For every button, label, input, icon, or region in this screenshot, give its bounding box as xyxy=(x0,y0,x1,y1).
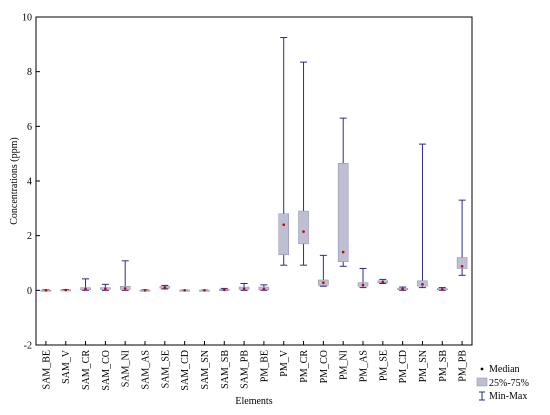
x-axis-title: Elements xyxy=(235,396,272,407)
box-pm-ni xyxy=(337,117,349,267)
median-point xyxy=(84,287,87,291)
y-axis: -2 0 2 4 6 8 10 xyxy=(22,13,40,352)
median-point xyxy=(302,230,305,233)
x-tick-label: SAM_BE xyxy=(41,350,52,389)
median-point xyxy=(242,287,246,290)
y-tick-label: 6 xyxy=(27,122,32,133)
y-tick-label: 0 xyxy=(27,286,32,297)
x-tick-label: PM_V xyxy=(279,349,290,376)
x-tick-label: PM_CR xyxy=(299,350,310,383)
legend: Median 25%-75% Min-Max xyxy=(476,364,529,402)
box-pm-as xyxy=(357,267,369,289)
box-sam-cd xyxy=(179,289,190,292)
legend-box-label: 25%-75% xyxy=(489,378,529,389)
y-axis-title: Concentrations (ppm) xyxy=(9,137,20,224)
box-pm-cd xyxy=(397,286,408,291)
median-point xyxy=(44,289,48,292)
y-tick-label: 10 xyxy=(22,13,32,24)
x-tick-label: PM_AS xyxy=(359,350,370,382)
median-point xyxy=(262,287,266,291)
iqr-box xyxy=(278,213,289,256)
median-point xyxy=(440,287,444,291)
median-point xyxy=(460,264,464,268)
median-point xyxy=(183,289,186,292)
y-tick-label: 2 xyxy=(27,231,32,242)
median-point xyxy=(143,289,147,292)
median-point xyxy=(163,286,167,289)
y-tick-label: 4 xyxy=(27,177,32,188)
iqr-box xyxy=(337,162,349,262)
y-tick-label: -2 xyxy=(24,341,32,352)
box-pm-pb xyxy=(456,199,468,276)
x-tick-label: SAM_SN xyxy=(200,350,211,389)
box-pm-co xyxy=(318,254,329,287)
median-point xyxy=(401,287,404,291)
x-tick-label: PM_BE xyxy=(259,350,270,382)
box-pm-sb xyxy=(437,287,448,291)
x-tick-label: SAM_AS xyxy=(141,350,152,389)
median-point xyxy=(282,223,286,227)
x-tick-label: PM_CD xyxy=(398,350,409,383)
x-tick-label: SAM_PB xyxy=(240,350,251,389)
y-tick-label: 8 xyxy=(27,67,32,78)
x-tick-label: PM_PB xyxy=(458,350,469,382)
box-series xyxy=(40,37,468,292)
x-tick-label: PM_CO xyxy=(319,350,330,383)
box-sam-sb xyxy=(219,287,230,292)
box-sam-co xyxy=(100,283,111,291)
median-point xyxy=(361,283,365,287)
x-tick-label: SAM_CO xyxy=(101,350,112,391)
box-sam-pb xyxy=(238,283,250,291)
box-pm-v xyxy=(278,37,289,266)
x-tick-label: SAM_SE xyxy=(160,350,171,388)
median-point xyxy=(123,287,127,290)
box-sam-se xyxy=(159,284,171,290)
iqr-box xyxy=(456,257,468,269)
x-axis: SAM_BE SAM_V SAM_CR SAM_CO SAM_NI SAM_AS SAM_S… xyxy=(41,341,469,391)
x-tick-label: SAM_CD xyxy=(180,350,191,391)
box-sam-be xyxy=(40,289,52,292)
median-point xyxy=(222,288,226,292)
legend-whisker-label: Min-Max xyxy=(489,391,527,402)
median-point xyxy=(64,288,68,292)
box-sam-ni xyxy=(119,260,131,291)
median-point xyxy=(421,283,424,286)
box-sam-v xyxy=(60,288,71,292)
x-tick-label: PM_SB xyxy=(438,350,449,382)
x-tick-label: SAM_CR xyxy=(81,350,92,390)
box-pm-sn xyxy=(417,143,428,289)
x-tick-label: SAM_V xyxy=(61,349,72,384)
box-pm-be xyxy=(258,284,270,291)
median-point xyxy=(322,281,325,284)
box-pm-se xyxy=(377,278,389,284)
box-pm-cr xyxy=(298,61,309,266)
legend-whisker-swatch xyxy=(479,391,485,401)
iqr-box xyxy=(298,210,309,245)
box-sam-as xyxy=(139,289,151,292)
x-tick-label: PM_SE xyxy=(378,350,389,381)
x-tick-label: SAM_NI xyxy=(121,350,132,387)
plot-frame xyxy=(35,16,473,346)
x-tick-label: SAM_SB xyxy=(220,350,231,389)
legend-median-label: Median xyxy=(489,364,520,375)
x-tick-label: PM_NI xyxy=(339,350,350,380)
median-point xyxy=(381,280,385,284)
median-point xyxy=(341,250,345,254)
box-sam-cr xyxy=(80,278,91,291)
legend-median-marker xyxy=(480,367,484,371)
legend-box-swatch xyxy=(476,377,488,387)
median-point xyxy=(104,287,107,290)
box-sam-sn xyxy=(199,289,210,292)
x-tick-label: PM_SN xyxy=(418,350,429,382)
median-point xyxy=(203,289,206,292)
